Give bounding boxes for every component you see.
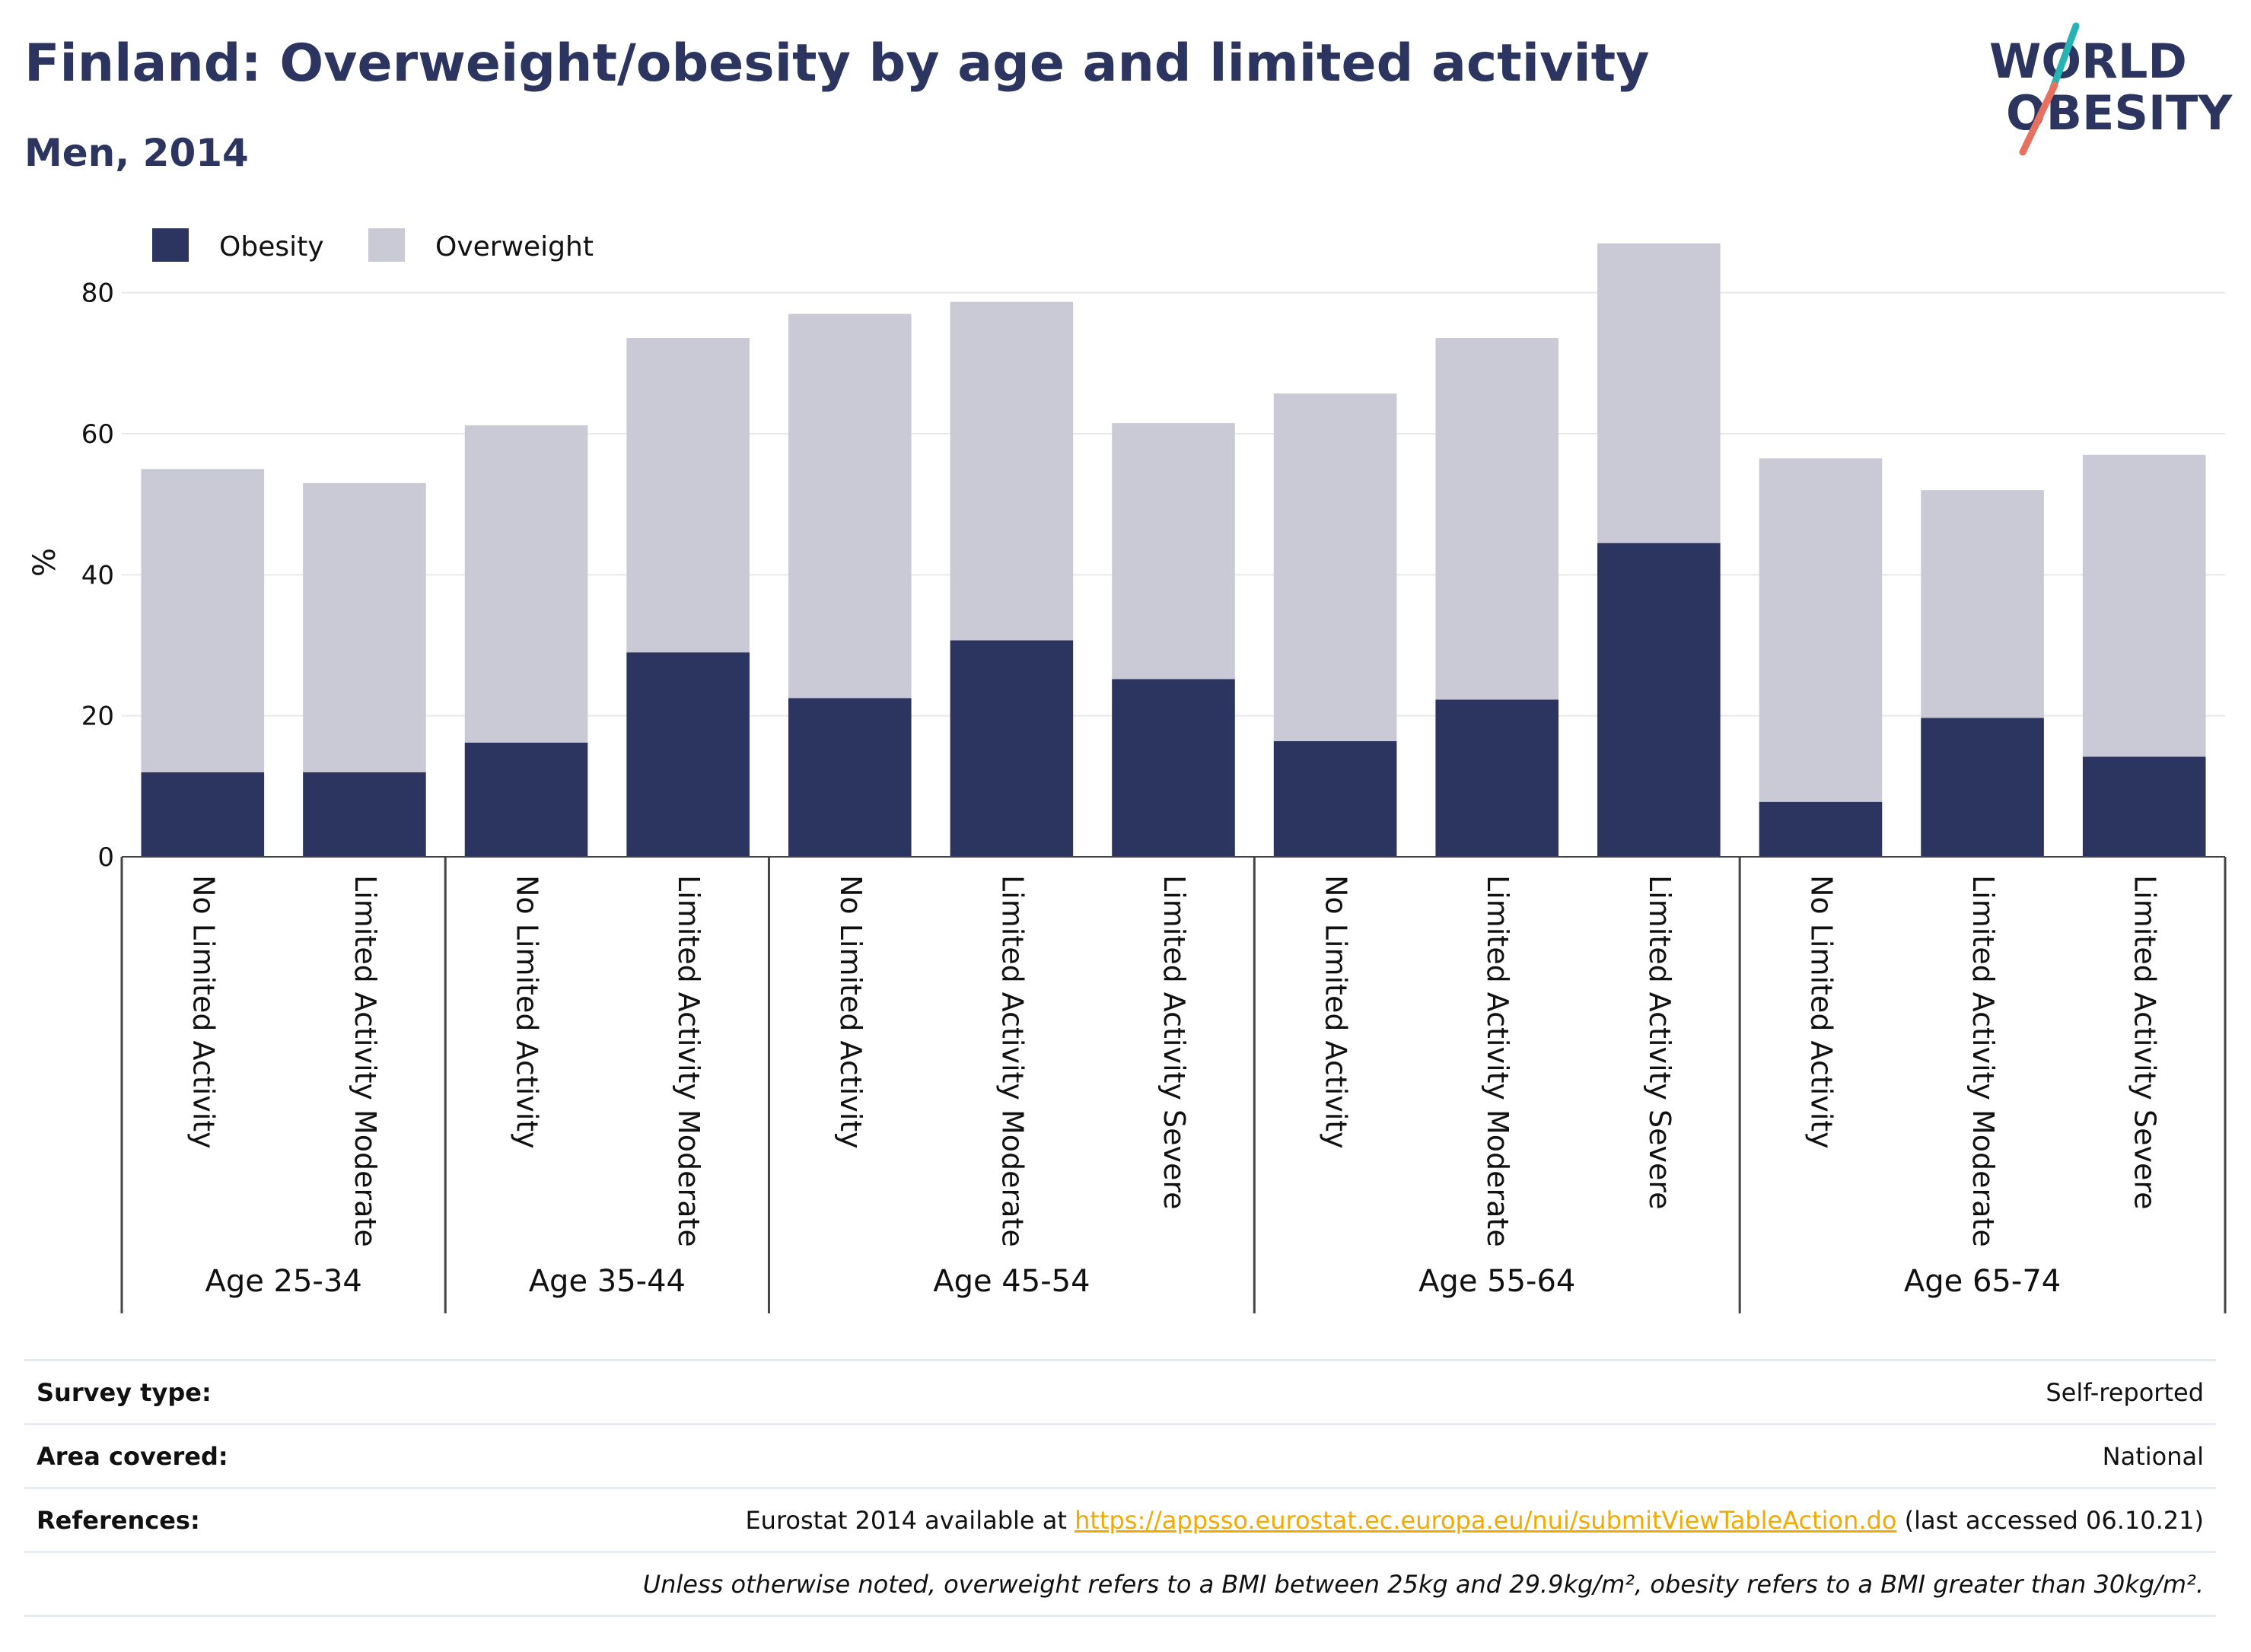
chart-subtitle: Men, 2014 [24,131,249,175]
bar-obesity [1597,543,1721,857]
x-tick-label: Limited Activity Severe [1643,875,1676,1210]
legend-label-overweight: Overweight [435,231,594,263]
area-covered-label: Area covered: [24,1423,303,1488]
y-tick-label: 80 [81,279,114,309]
bar-overweight [950,301,1074,641]
bar-obesity [2082,756,2206,857]
group-label: Age 25-34 [205,1264,361,1299]
logo-word-world: WORLD [1989,33,2187,89]
x-tick-label: Limited Activity Severe [2128,875,2162,1210]
group-label: Age 35-44 [529,1264,686,1299]
y-tick-label: 0 [97,842,114,873]
x-tick-label: Limited Activity Severe [1157,875,1191,1210]
chart-legend: Obesity Overweight [152,228,594,263]
survey-type-value: Self-reported [303,1359,2216,1424]
group-label: Age 65-74 [1904,1264,2061,1299]
world-obesity-logo: WORLD OBESITY [1989,22,2233,156]
legend-label-obesity: Obesity [219,231,324,263]
bar-overweight [141,469,265,772]
axes [120,856,2227,1313]
references-label: References: [24,1487,303,1552]
references-link[interactable]: https://appsso.eurostat.ec.europa.eu/nui… [1075,1505,1897,1535]
x-tick-label: No Limited Activity [1804,875,1838,1149]
logo-slash-teal [2049,22,2080,91]
area-covered-value: National [303,1423,2216,1488]
info-row-references: References: Eurostat 2014 available at h… [24,1487,2216,1552]
info-table: Survey type: Self-reported Area covered:… [24,1359,2216,1617]
references-value: Eurostat 2014 available at https://appss… [303,1487,2216,1552]
bar-overweight [2082,454,2206,757]
bar-overweight [626,337,750,653]
stacked-bar-chart: Obesity Overweight 0 20 40 60 80% No Limited A… [27,228,2227,1313]
logo-slash-coral [2019,81,2058,156]
y-tick-label: 40 [81,560,114,590]
x-tick-label: Limited Activity Moderate [1966,875,2000,1247]
bar-overweight [464,425,588,743]
bar-marks [141,243,2206,857]
bar-obesity [303,772,426,857]
bar-obesity [464,742,588,857]
group-label: Age 55-64 [1418,1264,1575,1299]
bar-obesity [1273,741,1397,857]
survey-type-label: Survey type: [24,1359,303,1424]
x-tick-label: Limited Activity Moderate [349,875,382,1247]
bar-overweight [1759,458,1883,802]
bar-obesity [141,772,265,857]
bar-obesity [1759,801,1883,857]
x-tick-label: Limited Activity Moderate [1481,875,1514,1247]
chart-title: Finland: Overweight/obesity by age and l… [24,33,1650,94]
info-row-survey-type: Survey type: Self-reported [24,1359,2216,1424]
axis-labels: 0 20 40 60 80% No Limited Activity Limited Act… [27,279,2162,1299]
y-tick-label: 60 [81,419,114,450]
legend-swatch-obesity [152,228,189,262]
bar-overweight [1435,337,1559,700]
bar-overweight [788,314,912,699]
y-tick-label: 20 [81,702,114,732]
x-tick-label: No Limited Activity [511,875,544,1149]
bar-overweight [1112,423,1235,680]
bar-obesity [626,652,750,857]
references-suffix: (last accessed 06.10.21) [1896,1505,2204,1535]
x-tick-label: No Limited Activity [1320,875,1353,1149]
x-tick-label: Limited Activity Moderate [995,875,1029,1247]
x-tick-label: No Limited Activity [834,875,868,1149]
bar-obesity [1921,718,2044,857]
bar-overweight [1597,243,1721,543]
bar-overweight [1273,393,1397,742]
legend-swatch-overweight [368,228,405,262]
bar-obesity [788,698,912,857]
info-row-note: Unless otherwise noted, overweight refer… [24,1551,2216,1617]
info-row-area-covered: Area covered: National [24,1423,2216,1488]
bar-obesity [1112,679,1235,857]
y-axis-label: % [27,548,62,577]
bar-obesity [1435,699,1559,857]
bar-obesity [950,640,1074,857]
x-tick-label: No Limited Activity [186,875,220,1149]
bar-overweight [303,482,426,772]
x-tick-label: Limited Activity Moderate [672,875,705,1247]
group-label: Age 45-54 [933,1264,1090,1299]
bar-overweight [1921,490,2044,718]
references-prefix: Eurostat 2014 available at [745,1505,1075,1535]
bmi-definition-note: Unless otherwise noted, overweight refer… [24,1551,2216,1617]
